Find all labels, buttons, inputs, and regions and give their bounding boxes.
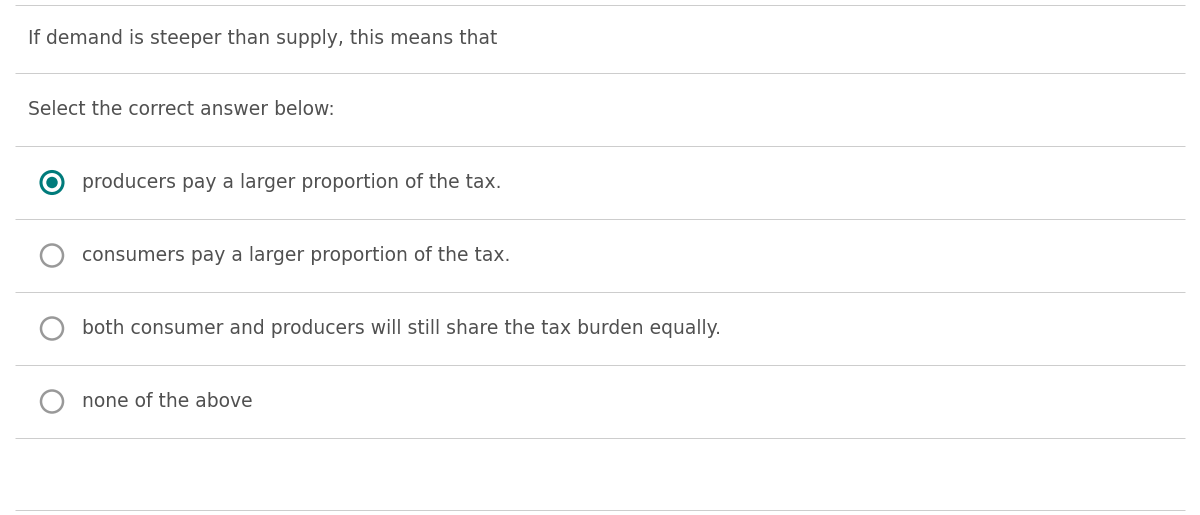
Circle shape: [41, 318, 64, 339]
Text: none of the above: none of the above: [82, 392, 253, 411]
Circle shape: [41, 171, 64, 194]
Text: If demand is steeper than supply, this means that: If demand is steeper than supply, this m…: [28, 29, 497, 48]
Text: producers pay a larger proportion of the tax.: producers pay a larger proportion of the…: [82, 173, 502, 192]
Circle shape: [41, 245, 64, 266]
Text: both consumer and producers will still share the tax burden equally.: both consumer and producers will still s…: [82, 319, 721, 338]
Circle shape: [47, 177, 58, 188]
Text: Select the correct answer below:: Select the correct answer below:: [28, 100, 335, 119]
Circle shape: [41, 390, 64, 413]
Text: consumers pay a larger proportion of the tax.: consumers pay a larger proportion of the…: [82, 246, 510, 265]
